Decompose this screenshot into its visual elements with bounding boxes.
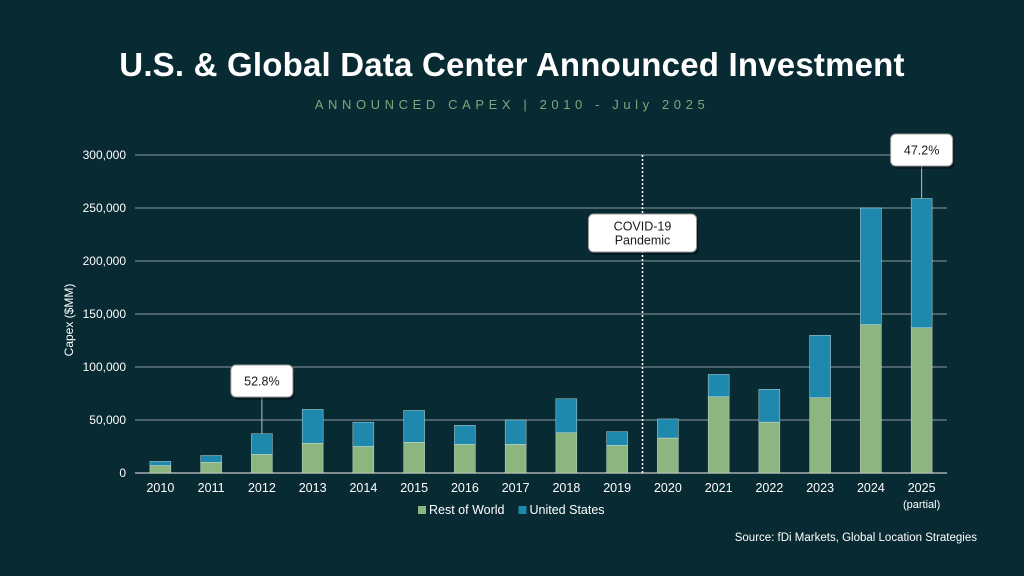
- bar-united-states-2011: [200, 455, 222, 463]
- x-tick-label: 2011: [198, 481, 225, 495]
- x-tick-label: 2015: [400, 481, 428, 495]
- bar-united-states-2020: [657, 418, 679, 439]
- bar-united-states-2021: [707, 374, 730, 397]
- bar-rest-of-world-2018: [555, 432, 578, 474]
- x-tick-label: 2023: [806, 481, 834, 495]
- callout-2012: 52.8%: [230, 364, 295, 400]
- bar-rest-of-world-2017: [504, 444, 527, 474]
- x-tick-label: 2010: [146, 481, 174, 495]
- callout-2025: 47.2%: [890, 133, 955, 169]
- y-tick-label: 50,000: [89, 413, 126, 427]
- bar-rest-of-world-2011: [200, 462, 222, 474]
- bar-rest-of-world-2019: [606, 445, 628, 474]
- chart-subtitle: ANNOUNCED CAPEX | 2010 - July 2025: [314, 97, 710, 112]
- bar-united-states-2015: [403, 410, 425, 443]
- bar-rest-of-world-2023: [809, 397, 831, 474]
- bar-rest-of-world-2010: [149, 465, 172, 474]
- bar-united-states-2017: [504, 419, 527, 445]
- bar-rest-of-world-2024: [860, 324, 882, 474]
- legend-label: United States: [530, 503, 605, 517]
- legend-swatch: [418, 506, 426, 514]
- x-tick-label: 2022: [755, 481, 783, 495]
- callout-text: COVID-19: [614, 220, 672, 234]
- bar-rest-of-world-2025: [910, 327, 933, 474]
- callout-text: Pandemic: [615, 234, 671, 248]
- bar-rest-of-world-2015: [403, 442, 425, 474]
- x-tick-sublabel: (partial): [903, 499, 940, 511]
- x-tick-label: 2017: [502, 481, 530, 495]
- bar-rest-of-world-2020: [657, 437, 679, 474]
- bar-united-states-2012: [251, 433, 273, 455]
- bar-rest-of-world-2012: [251, 454, 273, 474]
- x-tick-labels: 2010 2011 2012 2013 2014 2015 2016 2017 2018 2019…: [146, 481, 940, 511]
- x-tick-label: 2014: [349, 481, 377, 495]
- source-note: Source: fDi Markets, Global Location Str…: [734, 532, 977, 544]
- y-tick-label: 0: [119, 466, 126, 480]
- legend-item-united-states: United States: [518, 503, 605, 517]
- x-tick-label: 2016: [451, 481, 479, 495]
- bar-united-states-2018: [555, 398, 578, 433]
- legend-swatch: [518, 506, 527, 514]
- bar-rest-of-world-2014: [352, 446, 375, 474]
- chart-title: U.S. & Global Data Center Announced Inve…: [119, 46, 905, 83]
- x-tick-label: 2013: [299, 481, 327, 495]
- bar-united-states-2025: [910, 198, 933, 328]
- callout-text: 52.8%: [244, 375, 279, 389]
- y-tick-label: 150,000: [83, 307, 127, 321]
- callout-box: [230, 364, 294, 398]
- x-tick-label: 2018: [552, 481, 580, 495]
- bar-united-states-2022: [758, 389, 781, 423]
- x-tick-label: 2024: [857, 481, 885, 495]
- y-axis-label: Capex ($MM): [62, 284, 76, 357]
- legend: Rest of World United States: [418, 503, 605, 517]
- bar-united-states-2019: [606, 431, 628, 446]
- legend-item-rest-of-world: Rest of World: [418, 503, 505, 517]
- bars: [149, 198, 933, 474]
- bar-rest-of-world-2021: [707, 396, 730, 474]
- callout-box: [890, 133, 954, 167]
- bar-rest-of-world-2022: [758, 421, 781, 474]
- x-tick-label: 2019: [603, 481, 631, 495]
- x-tick-label: 2020: [654, 481, 682, 495]
- callout-box: [588, 213, 697, 253]
- bar-united-states-2010: [149, 461, 172, 466]
- legend-label: Rest of World: [429, 503, 505, 517]
- x-tick-label: 2025: [908, 481, 936, 495]
- y-tick-labels: 0 50,000 100,000 150,000 200,000 250,000 300,0…: [83, 148, 127, 480]
- y-tick-label: 100,000: [83, 360, 127, 374]
- bar-rest-of-world-2016: [454, 444, 476, 474]
- y-tick-label: 250,000: [83, 201, 127, 215]
- bar-united-states-2023: [809, 335, 831, 398]
- y-tick-label: 200,000: [83, 254, 127, 268]
- callout-text: 47.2%: [904, 144, 939, 158]
- bar-united-states-2024: [860, 207, 882, 325]
- bar-united-states-2014: [352, 421, 375, 447]
- y-tick-label: 300,000: [83, 148, 127, 162]
- x-tick-label: 2012: [248, 481, 276, 495]
- bar-united-states-2013: [301, 409, 324, 444]
- bar-rest-of-world-2013: [301, 443, 324, 474]
- bar-united-states-2016: [454, 425, 476, 445]
- x-tick-label: 2021: [705, 481, 733, 495]
